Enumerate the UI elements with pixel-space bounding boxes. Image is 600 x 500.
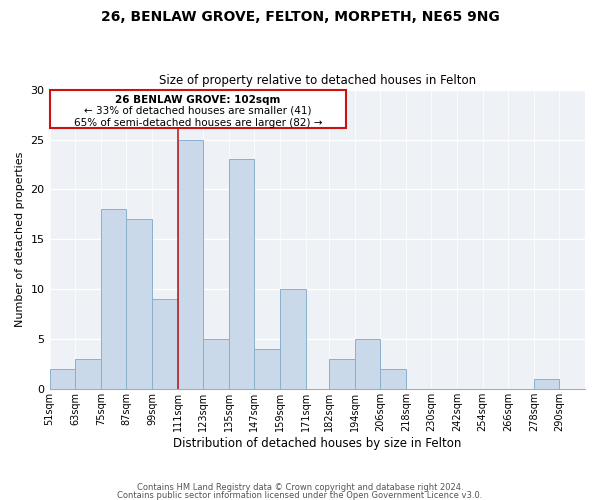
- Title: Size of property relative to detached houses in Felton: Size of property relative to detached ho…: [159, 74, 476, 87]
- X-axis label: Distribution of detached houses by size in Felton: Distribution of detached houses by size …: [173, 437, 461, 450]
- Bar: [178, 140, 203, 390]
- Bar: [280, 290, 305, 390]
- Bar: [50, 90, 346, 128]
- Bar: [229, 160, 254, 390]
- Bar: [101, 210, 127, 390]
- Bar: [75, 360, 101, 390]
- Text: 26 BENLAW GROVE: 102sqm: 26 BENLAW GROVE: 102sqm: [115, 94, 280, 104]
- Bar: [355, 340, 380, 390]
- Text: Contains HM Land Registry data © Crown copyright and database right 2024.: Contains HM Land Registry data © Crown c…: [137, 484, 463, 492]
- Bar: [152, 300, 178, 390]
- Text: ← 33% of detached houses are smaller (41): ← 33% of detached houses are smaller (41…: [84, 106, 311, 116]
- Bar: [127, 220, 152, 390]
- Bar: [380, 370, 406, 390]
- Text: 26, BENLAW GROVE, FELTON, MORPETH, NE65 9NG: 26, BENLAW GROVE, FELTON, MORPETH, NE65 …: [101, 10, 499, 24]
- Bar: [329, 360, 355, 390]
- Text: 65% of semi-detached houses are larger (82) →: 65% of semi-detached houses are larger (…: [74, 118, 322, 128]
- Bar: [203, 340, 229, 390]
- Bar: [254, 350, 280, 390]
- Bar: [534, 380, 559, 390]
- Y-axis label: Number of detached properties: Number of detached properties: [15, 152, 25, 327]
- Text: Contains public sector information licensed under the Open Government Licence v3: Contains public sector information licen…: [118, 490, 482, 500]
- Bar: [50, 370, 75, 390]
